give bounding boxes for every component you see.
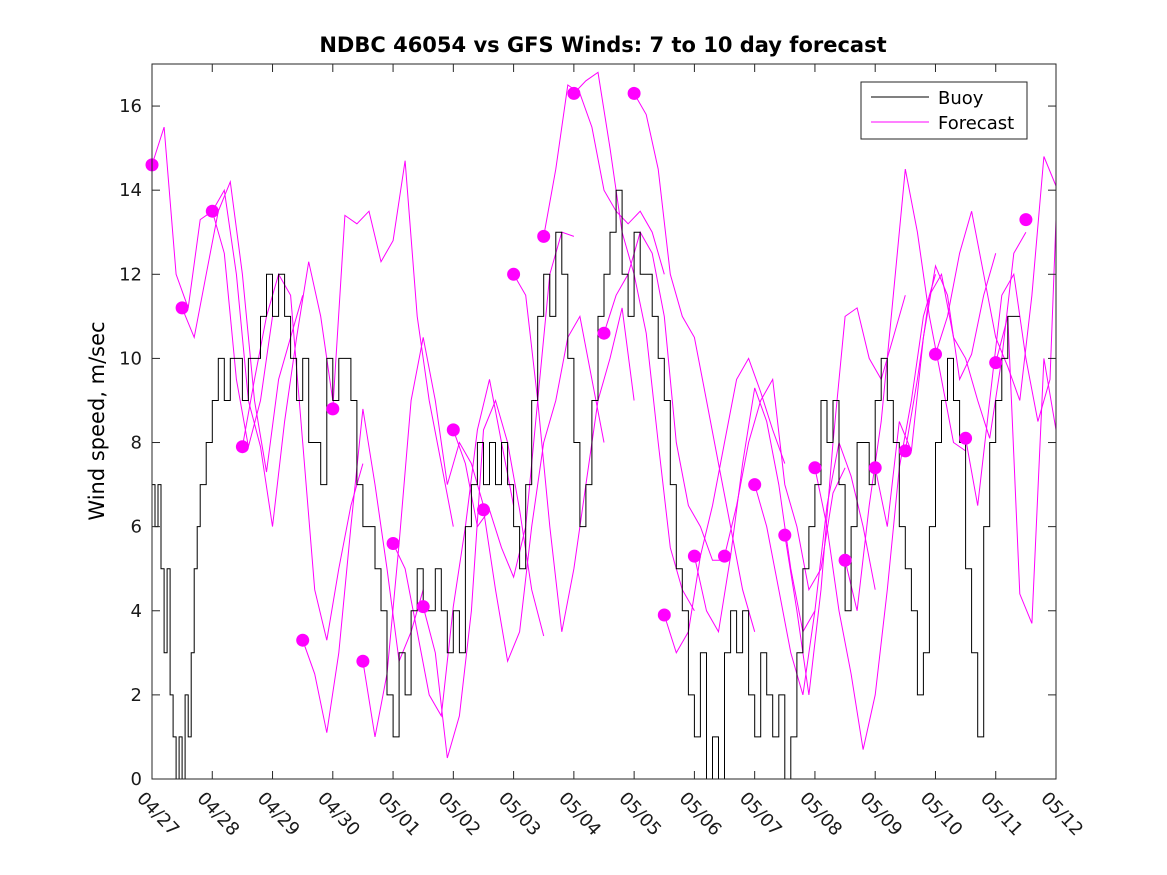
legend: Buoy Forecast xyxy=(860,81,1028,140)
forecast-run-line xyxy=(965,219,1056,506)
forecast-marker xyxy=(597,326,611,340)
y-tick-label: 12 xyxy=(119,264,142,285)
plot-area xyxy=(152,71,1056,779)
forecast-run-line xyxy=(754,440,876,696)
forecast-run-line xyxy=(633,93,756,632)
y-tick-label: 4 xyxy=(131,601,142,622)
forecast-run-line xyxy=(211,188,334,527)
forecast-marker xyxy=(507,267,521,281)
forecast-run-line xyxy=(693,387,816,634)
forecast-marker xyxy=(537,229,551,243)
forecast-run-line xyxy=(513,274,635,632)
x-tick-label: 05/09 xyxy=(856,788,907,840)
x-tick-label: 05/10 xyxy=(916,788,967,840)
forecast-run-line xyxy=(181,179,304,473)
x-tick-label: 04/28 xyxy=(193,788,244,840)
forecast-marker xyxy=(627,86,641,100)
chart-title: NDBC 46054 vs GFS Winds: 7 to 10 day for… xyxy=(319,33,886,57)
forecast-marker xyxy=(929,347,942,361)
forecast-run-line xyxy=(814,274,936,750)
legend-forecast-label: Forecast xyxy=(938,113,1014,134)
y-tick-label: 8 xyxy=(131,433,142,454)
x-tick-label: 05/03 xyxy=(494,788,545,840)
x-tick-label: 04/30 xyxy=(313,788,364,840)
forecast-marker xyxy=(175,301,189,315)
forecast-marker xyxy=(778,528,792,542)
plot-frame xyxy=(151,63,1057,780)
legend-buoy-label: Buoy xyxy=(938,88,984,109)
forecast-marker xyxy=(386,537,400,550)
forecast-run-line xyxy=(302,408,424,733)
x-tick-label: 05/05 xyxy=(614,788,665,840)
forecast-marker xyxy=(416,600,430,614)
x-tick-label: 05/11 xyxy=(976,788,1027,840)
forecast-marker xyxy=(657,608,671,622)
forecast-marker xyxy=(235,440,249,454)
forecast-marker xyxy=(898,444,912,458)
forecast-run-line xyxy=(452,231,575,579)
forecast-run-line xyxy=(543,84,665,275)
x-tick-label: 05/07 xyxy=(735,788,786,840)
x-tick-label: 05/04 xyxy=(554,788,605,840)
y-tick-label: 14 xyxy=(119,180,142,201)
forecast-run-line xyxy=(935,156,1056,401)
buoy-line xyxy=(152,189,1020,779)
x-tick-label: 05/12 xyxy=(1036,788,1087,840)
y-tick-label: 6 xyxy=(131,517,142,538)
x-tick-label: 05/06 xyxy=(675,788,726,840)
forecast-marker xyxy=(989,356,1003,370)
forecast-run-line xyxy=(874,253,997,527)
x-tick-label: 05/01 xyxy=(373,788,424,840)
x-tick-label: 04/29 xyxy=(253,788,304,840)
legend-box xyxy=(860,81,1028,140)
forecast-run-line xyxy=(784,295,906,695)
forecast-run-line xyxy=(663,357,786,655)
forecast-marker xyxy=(959,431,973,445)
forecast-run-line xyxy=(241,273,364,641)
y-tick-label: 0 xyxy=(131,769,142,790)
forecast-marker xyxy=(567,86,581,100)
forecast-marker xyxy=(296,633,310,647)
forecast-marker xyxy=(718,549,731,563)
forecast-marker xyxy=(356,654,370,668)
y-axis-label: Wind speed, m/sec xyxy=(85,321,109,520)
forecast-marker xyxy=(326,402,340,416)
y-tick-label: 16 xyxy=(119,96,142,117)
forecast-marker xyxy=(838,553,852,567)
forecast-marker xyxy=(477,503,490,517)
forecast-markers xyxy=(145,86,1033,668)
x-tick-label: 05/08 xyxy=(795,788,846,840)
x-tick-label: 05/02 xyxy=(434,788,485,840)
forecast-run-line xyxy=(332,160,454,527)
forecast-run-line xyxy=(483,314,605,664)
forecast-run-line xyxy=(995,316,1056,624)
x-tick-label: 04/27 xyxy=(132,788,183,840)
forecast-marker xyxy=(205,204,219,218)
forecast-marker xyxy=(1019,213,1033,227)
y-tick-label: 10 xyxy=(119,348,142,369)
y-tick-label: 2 xyxy=(131,685,142,706)
forecast-marker xyxy=(748,478,762,492)
forecast-marker xyxy=(868,461,882,475)
forecast-marker xyxy=(687,549,701,563)
forecast-marker xyxy=(808,461,822,475)
forecast-marker xyxy=(446,423,460,437)
forecast-run-line xyxy=(362,337,484,737)
